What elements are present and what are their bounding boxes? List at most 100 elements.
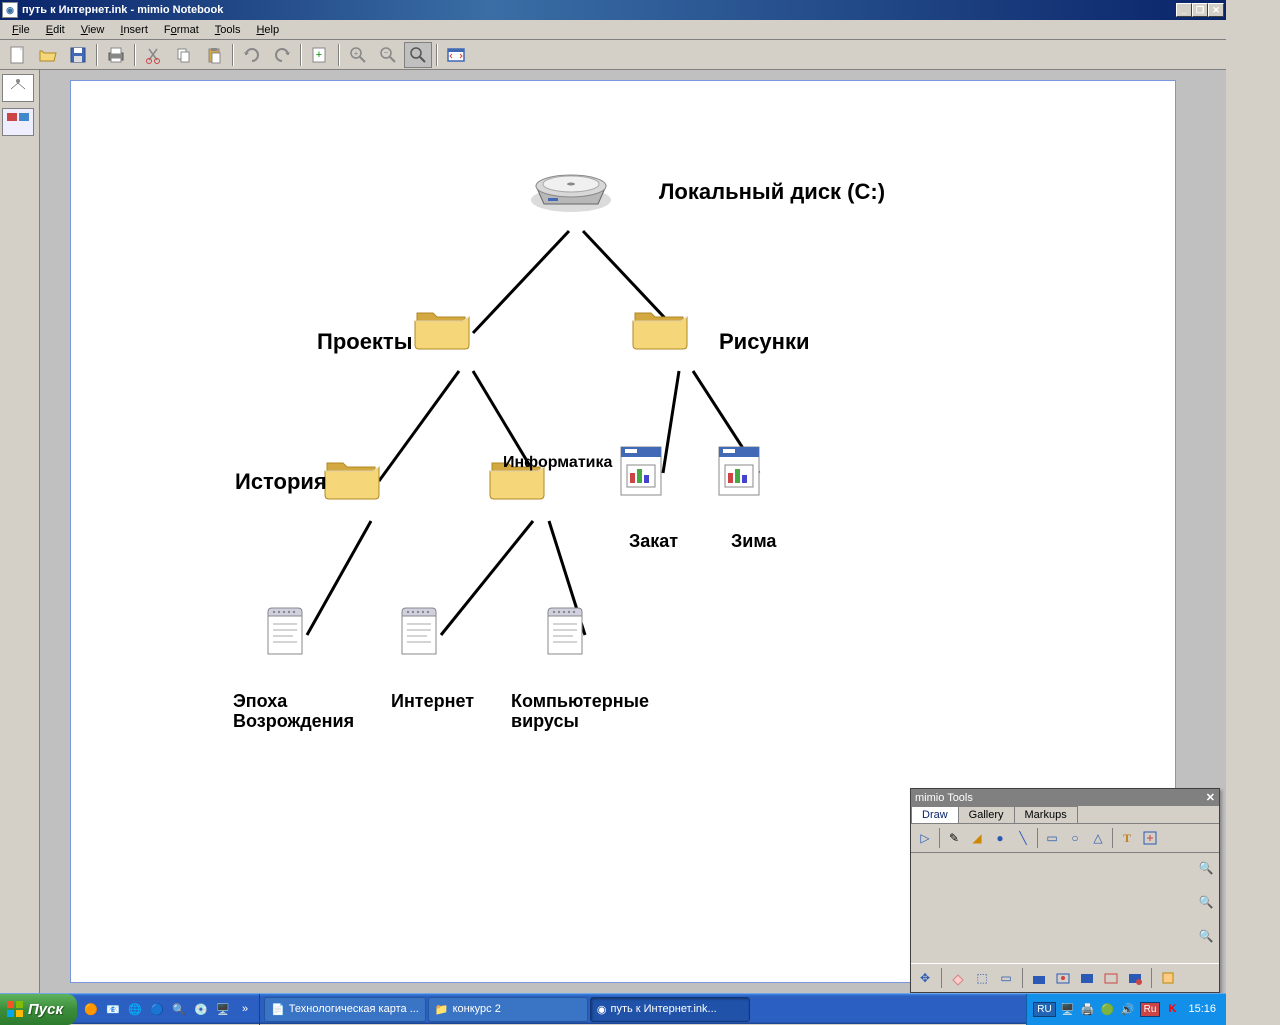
menu-format[interactable]: Format [156, 22, 207, 38]
import-tool-icon[interactable] [1139, 827, 1161, 849]
mimio-eraser-icon[interactable] [947, 967, 969, 989]
ql-icon-1[interactable]: 🟠 [81, 998, 101, 1020]
start-button[interactable]: Пуск [0, 994, 77, 1025]
page-thumb-2[interactable] [2, 108, 34, 136]
ql-icon-5[interactable]: 🔍 [169, 998, 189, 1020]
menu-file[interactable]: File [4, 22, 38, 38]
tray-lang2[interactable]: Ru [1140, 1002, 1161, 1017]
ql-icon-6[interactable]: 💿 [191, 998, 211, 1020]
app-icon: ◉ [597, 1003, 607, 1016]
mimio-tools-close-icon[interactable]: ✕ [1206, 791, 1215, 804]
print-button[interactable] [102, 42, 130, 68]
text-tool-icon[interactable]: T [1116, 827, 1138, 849]
task-button-2[interactable]: 📁 конкурс 2 [428, 997, 588, 1022]
cut-button[interactable] [140, 42, 168, 68]
mimio-tab-markups[interactable]: Markups [1014, 806, 1078, 823]
menu-insert[interactable]: Insert [112, 22, 156, 38]
task-button-1[interactable]: 📄 Технологическая карта ... [264, 997, 426, 1022]
triangle-tool-icon[interactable]: △ [1087, 827, 1109, 849]
save-button[interactable] [64, 42, 92, 68]
mimio-tools-window[interactable]: mimio Tools ✕ Draw Gallery Markups ▷ ✎ ◢… [910, 788, 1220, 993]
ql-icon-2[interactable]: 📧 [103, 998, 123, 1020]
systray: RU 🖥️ 🖨️ 🟢 🔊 Ru K 15:16 [1026, 994, 1226, 1025]
tray-icon-1[interactable]: 🖥️ [1060, 1001, 1076, 1017]
mimio-insert-icon[interactable]: ⬚ [971, 967, 993, 989]
maximize-button[interactable]: ❐ [1192, 3, 1208, 17]
mimio-screen3-icon[interactable] [1100, 967, 1122, 989]
mimio-bottom-toolbar: ✥ ⬚ ▭ [911, 963, 1219, 992]
tray-icon-2[interactable]: 🖨️ [1080, 1001, 1096, 1017]
menu-edit[interactable]: Edit [38, 22, 73, 38]
copy-button[interactable] [170, 42, 198, 68]
mimio-zoom-out-icon[interactable]: 🔍 [1195, 891, 1217, 913]
tray-icon-4[interactable]: 🔊 [1120, 1001, 1136, 1017]
taskbar: Пуск 🟠 📧 🌐 🔵 🔍 💿 🖥️ » 📄 Технологическая … [0, 993, 1226, 1024]
mimio-screen2-icon[interactable] [1076, 967, 1098, 989]
fullscreen-button[interactable] [442, 42, 470, 68]
quick-launch: 🟠 📧 🌐 🔵 🔍 💿 🖥️ » [77, 994, 260, 1025]
mimio-screen4-icon[interactable] [1124, 967, 1146, 989]
mimio-capture-icon[interactable] [1052, 967, 1074, 989]
svg-text:Локальный диск (C:): Локальный диск (C:) [659, 179, 885, 204]
menu-help[interactable]: Help [248, 22, 287, 38]
new-button[interactable] [4, 42, 32, 68]
language-indicator[interactable]: RU [1033, 1002, 1055, 1017]
paste-button[interactable] [200, 42, 228, 68]
page-thumb-1[interactable] [2, 74, 34, 102]
rect-tool-icon[interactable]: ▭ [1041, 827, 1063, 849]
task-label-2: конкурс 2 [453, 1003, 501, 1015]
task-button-3[interactable]: ◉ путь к Интернет.ink... [590, 997, 750, 1022]
mimio-tools-title[interactable]: mimio Tools ✕ [911, 789, 1219, 806]
tray-icon-k[interactable]: K [1164, 1001, 1180, 1017]
mimio-options-icon[interactable] [1157, 967, 1179, 989]
undo-button[interactable] [238, 42, 266, 68]
mimio-screen-icon[interactable]: ▭ [995, 967, 1017, 989]
shape-fill-icon[interactable]: ● [989, 827, 1011, 849]
mimio-color1-icon[interactable] [1028, 967, 1050, 989]
mimio-zoom-in-icon[interactable]: 🔍 [1195, 857, 1217, 879]
highlighter-tool-icon[interactable]: ◢ [966, 827, 988, 849]
open-button[interactable] [34, 42, 62, 68]
window-title: путь к Интернет.ink - mimio Notebook [22, 4, 1176, 16]
zoom-fit-button[interactable] [404, 42, 432, 68]
ql-icon-3[interactable]: 🌐 [125, 998, 145, 1020]
pen-tool-icon[interactable]: ✎ [943, 827, 965, 849]
circle-tool-icon[interactable]: ○ [1064, 827, 1086, 849]
doc-icon: 📄 [271, 1003, 285, 1016]
mimio-canvas: 🔍 🔍 🔍 [911, 853, 1219, 963]
main-toolbar: + + − [0, 40, 1226, 70]
mimio-zoom-fit-icon[interactable]: 🔍 [1195, 925, 1217, 947]
svg-text:Компьютерные: Компьютерные [511, 691, 649, 711]
svg-text:Проекты: Проекты [317, 329, 413, 354]
pointer-tool-icon[interactable]: ▷ [914, 827, 936, 849]
tray-icon-3[interactable]: 🟢 [1100, 1001, 1116, 1017]
ql-icon-4[interactable]: 🔵 [147, 998, 167, 1020]
svg-text:Рисунки: Рисунки [719, 329, 810, 354]
task-buttons: 📄 Технологическая карта ... 📁 конкурс 2 … [260, 994, 1026, 1025]
mimio-tab-gallery[interactable]: Gallery [958, 806, 1015, 823]
new-page-button[interactable]: + [306, 42, 334, 68]
menu-view[interactable]: View [73, 22, 113, 38]
mimio-tools-title-text: mimio Tools [915, 792, 973, 804]
svg-text:Закат: Закат [629, 531, 678, 551]
ql-icon-7[interactable]: 🖥️ [213, 998, 233, 1020]
svg-text:История: История [235, 469, 327, 494]
line-tool-icon[interactable]: ╲ [1012, 827, 1034, 849]
zoom-in-button[interactable]: + [344, 42, 372, 68]
svg-text:+: + [354, 49, 359, 58]
svg-text:вирусы: вирусы [511, 711, 579, 731]
minimize-button[interactable]: _ [1176, 3, 1192, 17]
svg-text:Зима: Зима [731, 531, 777, 551]
mimio-tab-draw[interactable]: Draw [911, 806, 959, 823]
app-icon: ◉ [2, 2, 18, 18]
mimio-nav-icon[interactable]: ✥ [914, 967, 936, 989]
svg-text:−: − [384, 48, 389, 57]
ql-chevron-icon[interactable]: » [235, 998, 255, 1020]
close-button[interactable]: ✕ [1208, 3, 1224, 17]
thumbnail-panel [0, 70, 40, 993]
menu-tools[interactable]: Tools [207, 22, 249, 38]
mimio-draw-toolbar: ▷ ✎ ◢ ● ╲ ▭ ○ △ T [911, 824, 1219, 853]
clock[interactable]: 15:16 [1184, 1003, 1220, 1015]
redo-button[interactable] [268, 42, 296, 68]
zoom-out-button[interactable]: − [374, 42, 402, 68]
